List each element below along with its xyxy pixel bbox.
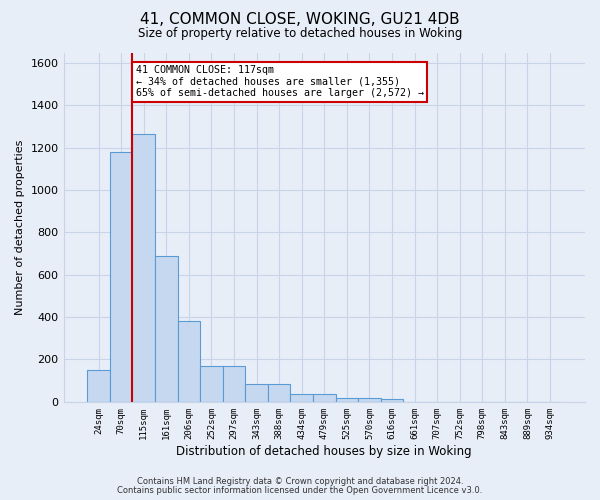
Text: Contains public sector information licensed under the Open Government Licence v3: Contains public sector information licen… (118, 486, 482, 495)
Bar (313, 394, 335, 402)
Bar (87, 370, 110, 402)
Bar (335, 398, 358, 402)
Bar (358, 398, 381, 402)
Bar (133, 134, 155, 402)
Bar (155, 256, 178, 402)
Bar (110, 152, 133, 402)
Text: Size of property relative to detached houses in Woking: Size of property relative to detached ho… (138, 28, 462, 40)
Bar (200, 366, 223, 402)
Text: Contains HM Land Registry data © Crown copyright and database right 2024.: Contains HM Land Registry data © Crown c… (137, 477, 463, 486)
Bar (245, 384, 268, 402)
Bar (290, 394, 313, 402)
Y-axis label: Number of detached properties: Number of detached properties (15, 140, 25, 315)
Bar (381, 398, 403, 402)
Bar (178, 322, 200, 402)
Bar (268, 384, 290, 402)
Text: 41, COMMON CLOSE, WOKING, GU21 4DB: 41, COMMON CLOSE, WOKING, GU21 4DB (140, 12, 460, 28)
Bar (223, 366, 245, 402)
X-axis label: Distribution of detached houses by size in Woking: Distribution of detached houses by size … (176, 444, 472, 458)
Text: 41 COMMON CLOSE: 117sqm
← 34% of detached houses are smaller (1,355)
65% of semi: 41 COMMON CLOSE: 117sqm ← 34% of detache… (136, 65, 424, 98)
